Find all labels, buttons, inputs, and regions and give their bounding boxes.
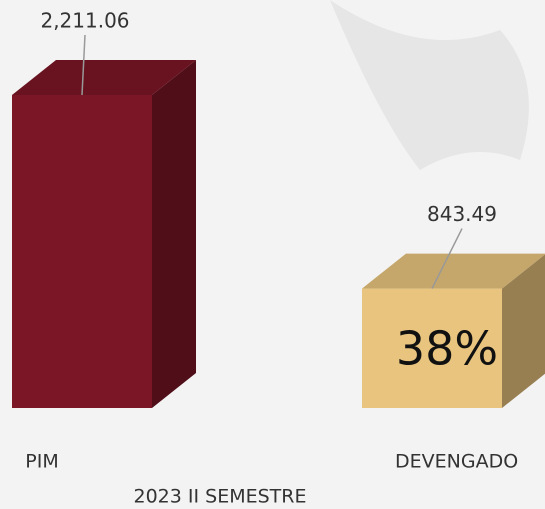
bar-side (502, 254, 545, 408)
leader-line (431, 228, 463, 289)
bar-top (362, 253, 545, 289)
value-label: 843.49 (427, 202, 497, 226)
x-tick-label: PIM (25, 451, 58, 473)
x-axis-label: 2023 II SEMESTRE (134, 486, 307, 508)
bar-top (12, 60, 196, 95)
annotation: 38% (396, 322, 498, 376)
value-label: 2,211.06 (40, 9, 129, 33)
bar (12, 95, 152, 408)
bar (362, 288, 502, 408)
bar-side (152, 60, 196, 408)
x-tick-label: DEVENGADO (395, 451, 518, 473)
watermark (330, 0, 529, 170)
leader-line (81, 34, 86, 96)
